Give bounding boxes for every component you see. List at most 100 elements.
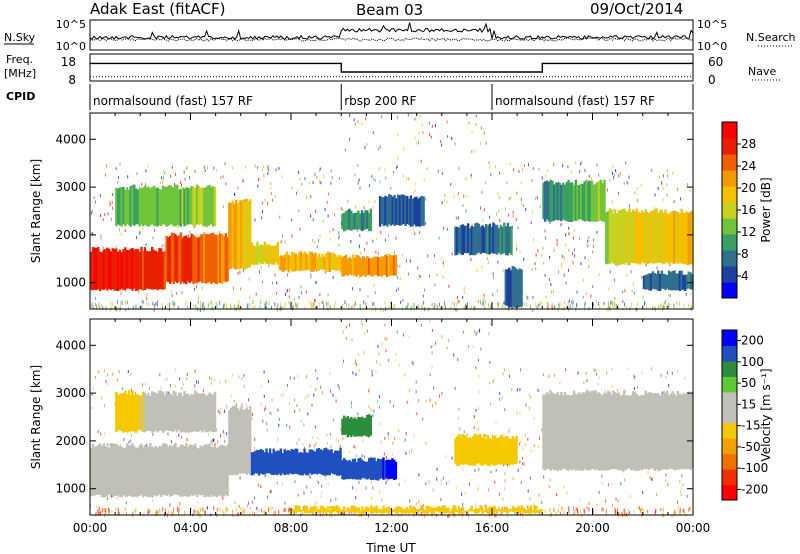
- echo-cell: [414, 509, 418, 514]
- scatter-point: [416, 412, 418, 416]
- echo-cell: [314, 505, 317, 512]
- scatter-point: [478, 374, 480, 378]
- scatter-point: [630, 270, 632, 274]
- y-tick-label: 2000: [55, 434, 86, 448]
- echo-cell: [328, 510, 332, 514]
- scatter-point: [254, 164, 256, 168]
- scatter-point: [446, 227, 448, 231]
- echo-cell: [553, 393, 556, 471]
- scatter-point: [470, 176, 472, 180]
- echo-cell: [422, 196, 425, 226]
- echo-cell: [587, 390, 590, 471]
- scatter-point: [588, 174, 590, 178]
- scatter-point: [342, 208, 344, 212]
- scatter-point: [511, 388, 513, 392]
- echo-cell: [233, 203, 236, 269]
- scatter-point: [330, 181, 332, 185]
- ground-point: [658, 305, 659, 310]
- ground-point: [184, 510, 186, 515]
- echo-cell: [310, 251, 314, 272]
- scatter-point: [360, 251, 362, 255]
- echo-band-5: [341, 253, 398, 277]
- echo-cell: [335, 450, 339, 476]
- echo-cell: [382, 256, 385, 276]
- ground-point: [284, 304, 286, 309]
- scatter-point: [485, 434, 487, 438]
- ground-point: [270, 506, 272, 511]
- echo-cell: [151, 391, 154, 433]
- scatter-point: [285, 293, 286, 296]
- ground-point: [380, 512, 382, 516]
- ground-point: [242, 507, 244, 511]
- echo-cell: [113, 248, 116, 291]
- scatter-point: [107, 443, 109, 447]
- scatter-point: [677, 188, 679, 191]
- echo-cell: [90, 251, 93, 290]
- scatter-point: [308, 393, 310, 397]
- scatter-point: [618, 191, 619, 195]
- ground-point: [488, 512, 490, 517]
- scatter-point: [251, 500, 253, 504]
- echo-cell: [459, 225, 463, 255]
- scatter-point: [413, 228, 415, 232]
- echo-cell: [256, 449, 259, 474]
- y-tick-label: 1000: [55, 482, 86, 496]
- scatter-point: [650, 367, 652, 371]
- ground-point: [283, 508, 285, 513]
- scatter-point: [268, 264, 270, 268]
- scatter-point: [312, 181, 314, 185]
- scatter-point: [560, 302, 562, 306]
- echo-cell: [337, 255, 341, 271]
- scatter-point: [442, 476, 444, 480]
- scatter-point: [380, 440, 382, 444]
- scatter-point: [374, 178, 376, 182]
- scatter-point: [394, 251, 395, 255]
- echo-cell: [571, 395, 574, 471]
- scatter-point: [287, 288, 289, 292]
- ground-point: [197, 510, 199, 515]
- ground-point: [640, 508, 642, 513]
- scatter-point: [634, 191, 636, 195]
- echo-cell: [111, 443, 114, 498]
- scatter-point: [248, 398, 249, 402]
- echo-cell: [418, 510, 421, 512]
- ground-point: [626, 306, 627, 311]
- ground-point: [474, 305, 476, 310]
- scatter-point: [642, 295, 644, 299]
- scatter-point: [361, 454, 363, 458]
- echo-cell: [134, 394, 138, 433]
- scatter-point: [171, 293, 173, 297]
- scatter-point: [277, 408, 279, 412]
- scatter-point: [224, 439, 226, 443]
- scatter-point: [95, 200, 96, 204]
- scatter-point: [383, 452, 385, 456]
- ground-point: [231, 509, 233, 514]
- scatter-point: [608, 287, 610, 291]
- echo-cell: [440, 507, 443, 514]
- echo-cell: [387, 253, 390, 277]
- echo-cell: [415, 196, 418, 227]
- echo-cell: [291, 508, 294, 512]
- ground-point: [605, 510, 607, 515]
- scatter-point: [291, 186, 293, 190]
- scatter-point: [100, 396, 102, 400]
- scatter-point: [433, 306, 435, 310]
- ground-point: [288, 511, 290, 516]
- echo-cell: [488, 438, 491, 467]
- scatter-point: [223, 431, 225, 435]
- echo-cell: [404, 195, 407, 227]
- scatter-point: [448, 284, 450, 288]
- scatter-point: [325, 477, 327, 481]
- ground-point: [608, 301, 609, 306]
- scatter-point: [598, 376, 600, 380]
- echo-cell: [520, 269, 523, 307]
- scatter-point: [429, 274, 430, 278]
- ground-point: [623, 512, 625, 517]
- echo-cell: [127, 189, 131, 225]
- echo-cell: [495, 437, 498, 466]
- scatter-point: [598, 173, 600, 177]
- echo-cell: [194, 236, 197, 283]
- ground-point: [249, 302, 251, 307]
- scatter-point: [470, 173, 472, 177]
- echo-cell: [646, 212, 649, 265]
